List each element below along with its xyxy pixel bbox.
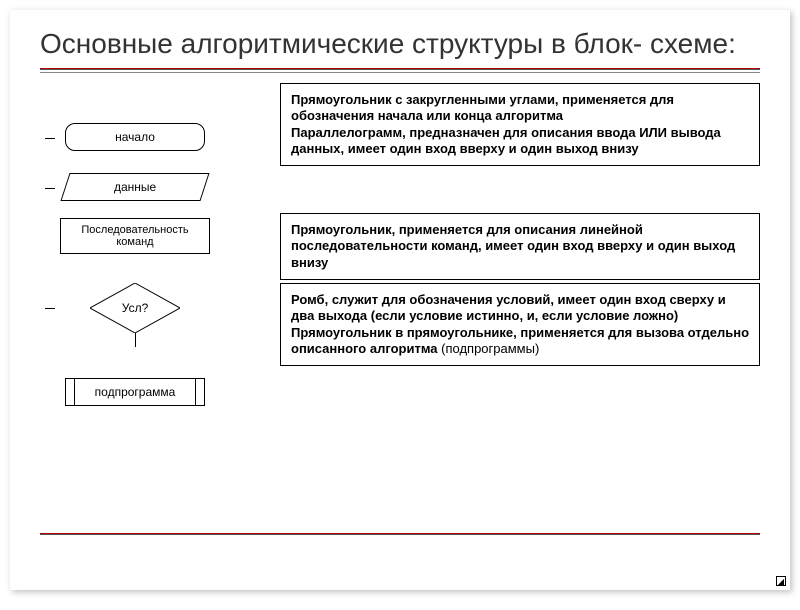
desc-box-3: Ромб, служит для обозначения условий, им… [280, 283, 760, 366]
slide: Основные алгоритмические структуры в бло… [10, 10, 790, 590]
desc-text: Прямоугольник, применяется для описания … [291, 222, 749, 271]
desc-text: Прямоугольник в прямоугольнике, применяе… [291, 325, 749, 358]
process-shape: Последовательность команд [60, 218, 210, 254]
desc-text: Прямоугольник с закругленными углами, пр… [291, 92, 749, 125]
title-rule-shadow [40, 72, 760, 73]
connector [135, 333, 136, 347]
terminator-shape: начало [65, 123, 205, 151]
tick [45, 308, 55, 309]
resize-handle-icon: ◢ [776, 576, 786, 586]
desc-box-2: Прямоугольник, применяется для описания … [280, 213, 760, 280]
desc-text: Параллелограмм, предназначен для описани… [291, 125, 749, 158]
desc-text-light: (подпрограммы) [441, 341, 539, 356]
subroutine-shape: подпрограмма [65, 378, 205, 406]
io-shape: данные [60, 173, 209, 201]
process-label: Последовательность команд [63, 224, 207, 248]
subroutine-label: подпрограмма [66, 379, 204, 405]
decision-label: Усл? [90, 283, 180, 333]
content-area: начало данные Последовательность команд … [10, 83, 790, 553]
tick [45, 188, 55, 189]
desc-box-1: Прямоугольник с закругленными углами, пр… [280, 83, 760, 166]
io-label: данные [114, 180, 156, 194]
terminator-label: начало [115, 130, 155, 144]
decision-shape: Усл? [90, 283, 180, 333]
tick [45, 138, 55, 139]
footer-rule [40, 533, 760, 535]
slide-title: Основные алгоритмические структуры в бло… [10, 10, 790, 68]
title-rule [40, 68, 760, 70]
desc-text: Ромб, служит для обозначения условий, им… [291, 292, 749, 325]
